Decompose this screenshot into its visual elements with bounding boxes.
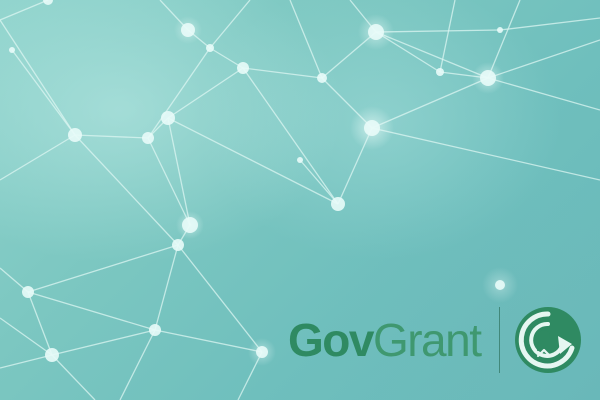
govgrant-logo: GovGrant [288, 306, 582, 374]
brand-wordmark: GovGrant [287, 314, 482, 366]
logo-divider [498, 307, 500, 373]
brand-wordmark-part-1: Gov [287, 314, 374, 366]
brand-wordmark-part-2: Grant [372, 314, 482, 366]
govgrant-circular-arrow-icon [515, 307, 581, 373]
